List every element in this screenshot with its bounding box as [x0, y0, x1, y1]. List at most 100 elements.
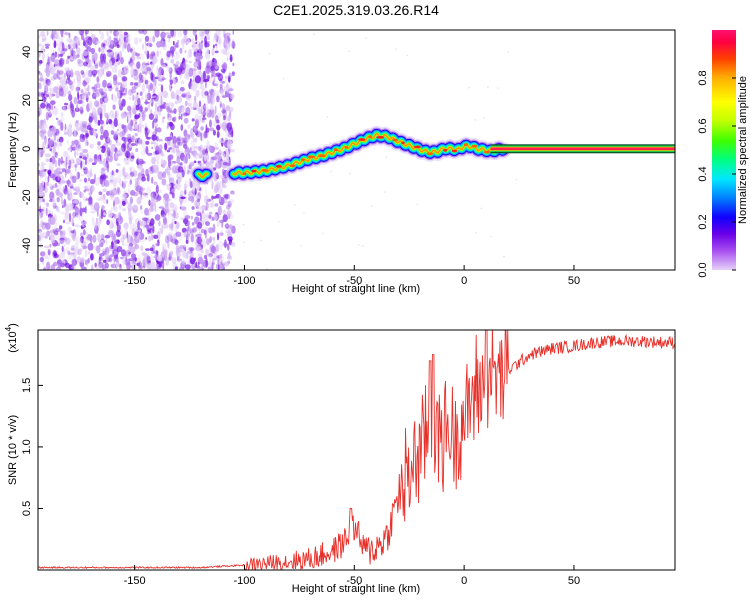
noise-speckle [110, 130, 115, 135]
noise-speckle [133, 123, 138, 130]
noise-speckle [106, 30, 109, 38]
noise-speckle [172, 216, 175, 224]
noise-speckle [123, 31, 128, 36]
noise-speckle [128, 166, 135, 172]
noise-speckle [214, 105, 217, 115]
noise-speckle [124, 225, 128, 235]
noise-speckle [45, 42, 50, 46]
noise-speckle [121, 249, 127, 257]
noise-speckle [50, 53, 56, 63]
noise-speckle [43, 37, 47, 42]
noise-speckle [105, 267, 108, 270]
noise-speckle [313, 33, 315, 36]
noise-speckle [72, 187, 77, 191]
x-tick-label: 0 [461, 275, 467, 287]
noise-speckle [113, 178, 117, 187]
noise-speckle [94, 115, 98, 125]
noise-speckle [130, 155, 135, 159]
colorbar-ticks: 0.0 0.2 0.4 0.6 0.8 [697, 70, 736, 278]
noise-speckle [78, 74, 82, 82]
noise-speckle [202, 117, 207, 120]
noise-speckle [226, 140, 233, 149]
noise-speckle [54, 230, 59, 236]
noise-speckle [184, 264, 191, 270]
noise-speckle [185, 91, 191, 100]
noise-speckle [211, 199, 215, 208]
noise-speckle [113, 133, 119, 141]
noise-speckle [205, 187, 207, 196]
noise-speckle [51, 52, 55, 56]
noise-speckle [138, 30, 144, 34]
noise-speckle [49, 62, 53, 69]
noise-speckle [142, 217, 149, 221]
noise-speckle [56, 141, 60, 150]
x-tick-label: 50 [568, 275, 580, 287]
noise-speckle [190, 233, 194, 243]
noise-speckle [70, 185, 75, 189]
noise-speckle [52, 145, 56, 154]
noise-speckle [45, 261, 51, 270]
noise-speckle [61, 42, 65, 52]
noise-speckle [64, 123, 67, 130]
noise-speckle [81, 241, 87, 249]
noise-speckle [56, 69, 60, 79]
noise-speckle [184, 151, 188, 155]
noise-speckle [144, 207, 149, 216]
noise-speckle [189, 177, 192, 184]
noise-speckle [227, 243, 230, 251]
noise-speckle [117, 82, 123, 85]
noise-speckle [220, 175, 226, 180]
noise-speckle [175, 231, 182, 237]
noise-speckle [175, 221, 180, 230]
noise-speckle [192, 76, 196, 82]
noise-speckle [98, 191, 103, 195]
noise-speckle [188, 164, 191, 170]
noise-speckle [72, 199, 79, 204]
noise-speckle [45, 107, 50, 112]
noise-speckle [63, 160, 69, 168]
noise-speckle [92, 54, 95, 64]
noise-speckle [40, 31, 45, 37]
noise-speckle [82, 156, 88, 160]
noise-speckle [207, 37, 210, 41]
noise-speckle [160, 58, 164, 67]
noise-speckle [91, 34, 96, 38]
noise-speckle [197, 146, 201, 151]
noise-speckle [92, 127, 96, 136]
noise-speckle [112, 205, 119, 212]
noise-speckle [165, 257, 170, 266]
noise-speckle [146, 92, 152, 101]
noise-speckle [183, 209, 188, 217]
noise-speckle [193, 145, 198, 150]
noise-speckle [242, 241, 245, 244]
noise-speckle [157, 255, 163, 262]
noise-speckle [82, 92, 89, 99]
noise-speckle [131, 73, 134, 78]
noise-speckle [127, 114, 132, 122]
noise-speckle [167, 174, 171, 178]
noise-speckle [112, 104, 116, 111]
noise-speckle [44, 43, 51, 47]
noise-speckle [193, 137, 198, 143]
noise-speckle [114, 96, 117, 102]
y-tick-label: 40 [21, 46, 33, 58]
noise-speckle [40, 150, 45, 154]
noise-speckle [228, 195, 231, 200]
noise-speckle [138, 254, 141, 262]
noise-speckle [179, 162, 183, 166]
noise-speckle [157, 189, 162, 194]
noise-speckle [167, 240, 170, 249]
noise-speckle [42, 267, 47, 270]
ridge-hotspot [413, 145, 421, 149]
noise-speckle [98, 196, 105, 201]
noise-speckle [87, 258, 90, 264]
noise-speckle [151, 176, 154, 184]
noise-speckle [39, 256, 44, 263]
noise-speckle [216, 221, 220, 227]
noise-speckle [59, 119, 63, 123]
noise-speckle [67, 250, 71, 255]
noise-speckle [116, 30, 119, 38]
noise-speckle [194, 75, 201, 84]
noise-speckle [118, 178, 122, 186]
noise-speckle [205, 161, 211, 167]
